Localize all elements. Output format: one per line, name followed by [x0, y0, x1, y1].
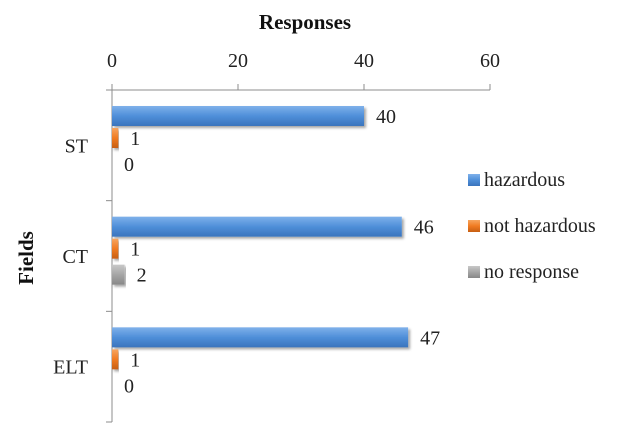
legend-label: not hazardous	[484, 215, 596, 237]
legend-swatch	[468, 174, 480, 186]
data-label: 40	[376, 106, 396, 128]
x-tick-label: 40	[354, 50, 374, 72]
category-label: ST	[65, 135, 88, 157]
plot-area: 0 20 40 60 ST 40 1 0 CT 46 1 2 ELT 47 1 0	[53, 50, 500, 423]
data-label: 1	[130, 239, 140, 261]
x-tick-label: 20	[228, 50, 248, 72]
legend-label: hazardous	[484, 169, 565, 191]
legend: hazardous not hazardous no response	[468, 169, 596, 283]
data-label: 0	[124, 154, 134, 176]
bar	[112, 216, 402, 237]
x-axis-title: Responses	[259, 10, 351, 34]
bar	[112, 349, 119, 370]
data-label: 0	[124, 375, 134, 397]
x-tick-label: 0	[107, 50, 117, 72]
data-label: 2	[137, 265, 147, 287]
data-label: 47	[420, 327, 440, 349]
bar	[112, 264, 125, 285]
data-label: 1	[130, 349, 140, 371]
category-label: CT	[62, 246, 88, 268]
category-label: ELT	[53, 357, 88, 379]
x-tick-label: 60	[480, 50, 500, 72]
bar	[112, 238, 119, 259]
legend-swatch	[468, 266, 480, 278]
legend-swatch	[468, 220, 480, 232]
bar	[112, 106, 364, 126]
legend-label: no response	[484, 261, 579, 283]
y-axis-title: Fields	[14, 231, 38, 285]
bar	[112, 128, 119, 148]
data-label: 46	[414, 217, 434, 239]
bar	[112, 327, 409, 348]
data-label: 1	[130, 128, 140, 150]
